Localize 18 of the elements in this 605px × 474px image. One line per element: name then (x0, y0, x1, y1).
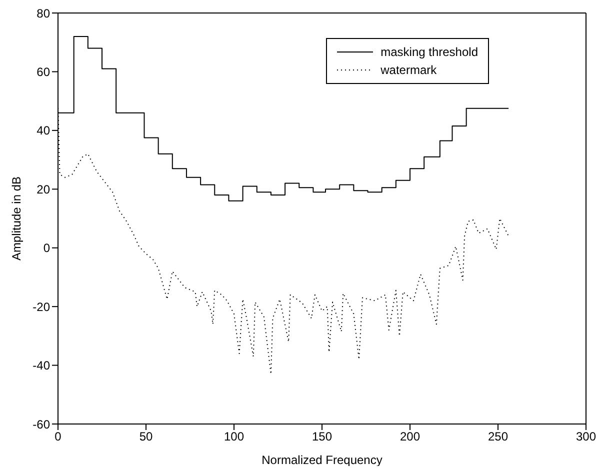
x-tick-label: 100 (224, 430, 244, 444)
legend-label: masking threshold (380, 45, 478, 59)
y-tick-label: -20 (32, 300, 50, 314)
x-tick-label: 200 (400, 430, 420, 444)
x-tick-label: 0 (54, 430, 62, 444)
legend-label: watermark (380, 63, 437, 77)
y-tick-label: 80 (36, 6, 50, 20)
y-tick-label: 0 (43, 241, 50, 256)
x-tick-label: 150 (312, 430, 332, 444)
y-axis-title: Amplitude in dB (9, 176, 24, 261)
x-tick-label: 250 (488, 430, 508, 444)
y-tick-label: 40 (36, 124, 50, 138)
y-tick-label: 60 (36, 64, 50, 79)
x-tick-label: 300 (576, 430, 596, 444)
y-tick-label: -40 (32, 358, 50, 373)
y-tick-label: 20 (36, 182, 50, 196)
y-tick-label: -60 (32, 417, 50, 432)
x-tick-label: 50 (139, 430, 153, 444)
